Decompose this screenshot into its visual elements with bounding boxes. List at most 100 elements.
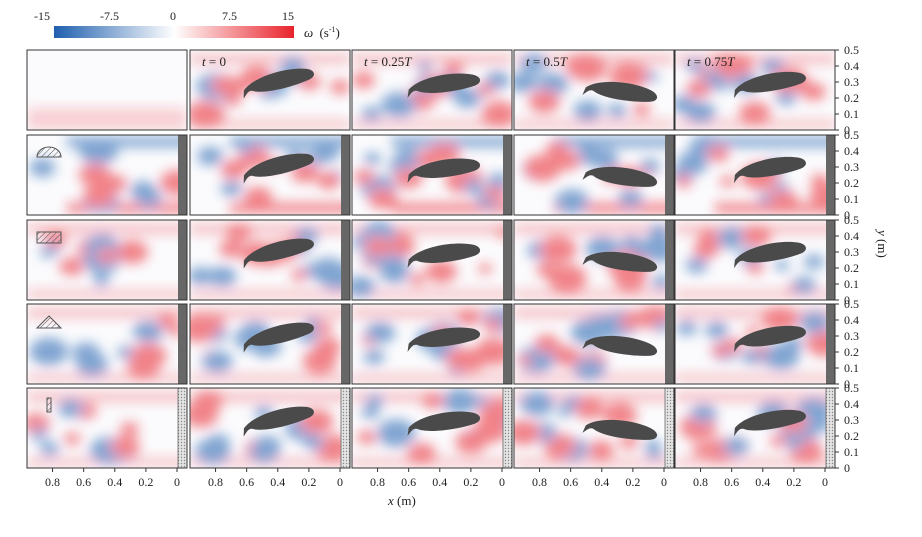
panel-r4-c0 [26, 387, 188, 469]
vortex-blob [774, 259, 790, 271]
vortex-blob [353, 169, 375, 185]
vorticity-field [190, 54, 350, 129]
vortex-blob [226, 222, 252, 242]
y-tick-label: 0 [844, 123, 850, 137]
vortex-blob [685, 257, 708, 273]
vortex-blob [376, 419, 416, 448]
vortex-blob [365, 254, 381, 265]
panel-r0-c3 [513, 49, 675, 131]
y-tick-label: 0.3 [844, 245, 859, 259]
shear-layer-top [514, 308, 674, 318]
downstream-wall [826, 304, 835, 384]
shear-layer-bottom [352, 120, 512, 128]
panel-frame [674, 303, 836, 385]
shear-layer-bottom [514, 458, 674, 466]
shear-layer-top [675, 308, 835, 318]
vortex-blob [646, 447, 663, 460]
x-tick-label: 0.8 [370, 475, 385, 489]
panel-frame [513, 387, 675, 469]
shear-layer-bottom [675, 290, 835, 298]
shear-layer-bottom [675, 374, 835, 382]
vortex-blob [82, 184, 116, 208]
vortex-blob [59, 257, 85, 276]
colorbar: -15 -7.5 0 7.5 15 ω (s-1) [34, 9, 340, 40]
downstream-wall [341, 220, 350, 300]
vortex-blob [206, 433, 230, 451]
y-tick-label: 0.2 [844, 345, 859, 359]
vorticity-field [675, 224, 835, 298]
x-tick-label: 0.2 [138, 475, 153, 489]
fish-body [582, 251, 658, 272]
vortex-blob [743, 229, 762, 242]
x-tick-label: 0.4 [594, 475, 609, 489]
vortex-blob [548, 446, 566, 460]
y-tick-label: 0.1 [844, 192, 859, 206]
y-tick-label: 0.4 [844, 397, 859, 411]
vortex-blob [684, 101, 716, 124]
vortex-blob [110, 436, 141, 457]
vortex-blob [361, 106, 382, 122]
vortex-blob [514, 420, 541, 445]
shear-layer-bottom [352, 290, 512, 298]
panel-frame [674, 219, 836, 301]
vortex-blob [132, 320, 164, 343]
fish-body [407, 411, 481, 436]
shear-layer-top [27, 308, 187, 318]
shear-layer-top [190, 392, 350, 402]
vortex-blob [757, 192, 773, 204]
vortex-blob [552, 150, 581, 171]
vortex-blob [42, 244, 60, 257]
panel-frame [674, 49, 836, 131]
fish-body [243, 153, 314, 184]
panel-frame [189, 303, 351, 385]
x-tick-label: 0 [174, 475, 180, 489]
panel-r1-c4 [674, 134, 836, 216]
vortex-blob [634, 66, 650, 77]
x-tick-label: 0.6 [401, 475, 416, 489]
panel-r3-c0 [26, 303, 188, 385]
vortex-blob [677, 151, 705, 171]
vortex-blob [761, 306, 799, 333]
vortex-blob [310, 257, 347, 284]
vortex-blob [474, 337, 512, 366]
y-tick-label: 0.3 [844, 329, 859, 343]
vortex-blob [580, 57, 604, 74]
vortex-blob [632, 102, 651, 116]
panel-r1-c3 [513, 134, 675, 216]
vortex-blob [791, 276, 817, 295]
vortex-blob [699, 229, 718, 243]
fish-silhouette [407, 243, 481, 268]
shear-layer-bottom [190, 374, 350, 382]
vortex-blob [208, 266, 237, 287]
vortex-blob [237, 142, 254, 155]
fish-silhouette [734, 241, 806, 269]
vortex-blob [463, 179, 485, 195]
vortex-blob [129, 365, 144, 376]
downstream-wall [664, 388, 674, 468]
time-label: t = 0 [202, 54, 226, 69]
shear-layer-top [230, 137, 350, 147]
panel-r4-c4 [674, 387, 836, 469]
x-tick-label: 0.2 [301, 475, 316, 489]
shear-layer-bottom [190, 120, 350, 128]
y-tick-label: 0 [844, 208, 850, 222]
shear-layer-bottom [190, 290, 350, 298]
vortex-blob [539, 236, 577, 263]
panel-r0-c4 [674, 49, 836, 131]
fish-silhouette [243, 68, 314, 99]
fish-silhouette [582, 81, 658, 102]
vortex-blob [129, 181, 157, 201]
shear-layer-bottom [67, 203, 187, 213]
shear-layer [27, 108, 187, 130]
vortex-blob [514, 71, 538, 93]
vortex-blob [120, 422, 139, 436]
panel-frame [513, 134, 675, 216]
fish-body [407, 158, 481, 183]
panel-r4-c1 [189, 387, 351, 469]
shear-layer-top [190, 54, 350, 64]
vortex-blob [127, 355, 160, 379]
panel-frame [351, 303, 513, 385]
vortex-blob [220, 180, 243, 197]
vortex-blob [352, 276, 376, 298]
panel-r1-c1 [189, 134, 351, 216]
